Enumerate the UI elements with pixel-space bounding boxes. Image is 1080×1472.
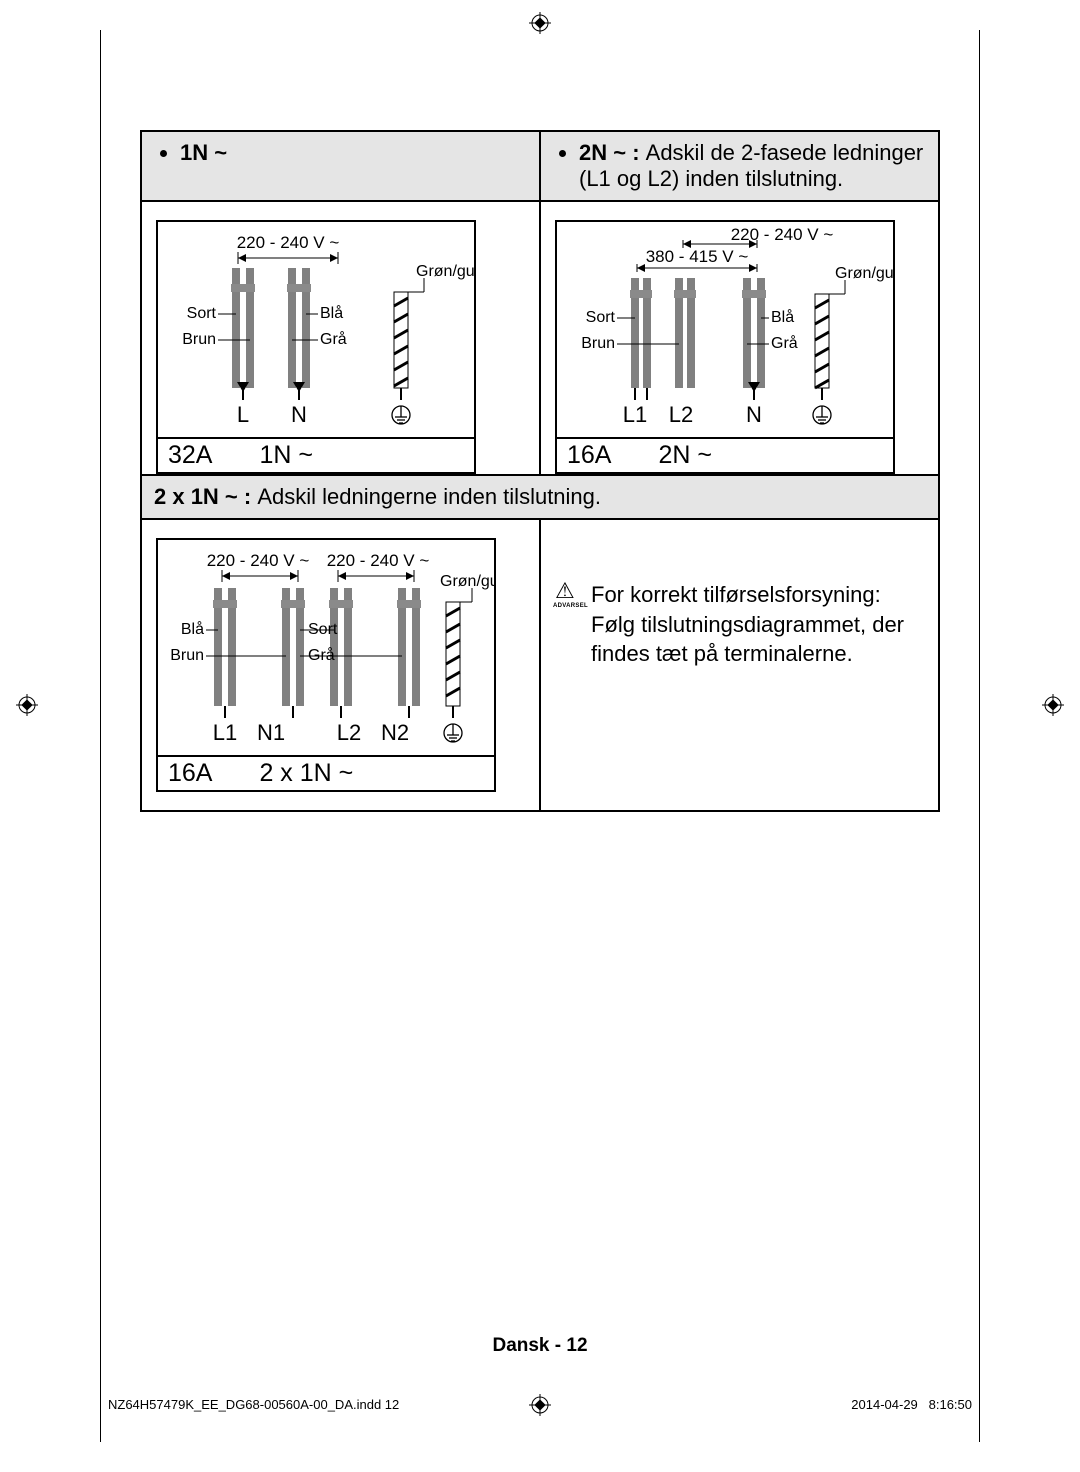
svg-text:N2: N2 xyxy=(381,720,409,745)
svg-text:Brun: Brun xyxy=(170,647,204,664)
svg-text:L1: L1 xyxy=(213,720,237,745)
diagram-3-box: 220 - 240 V ~ 220 - 240 V ~ xyxy=(156,538,496,792)
note-cell: ⚠ ADVARSEL For korrekt tilførselsforsyni… xyxy=(540,519,939,811)
svg-text:Blå: Blå xyxy=(181,620,204,638)
footer-page: 12 xyxy=(566,1335,587,1356)
footer-date: 2014-04-29 xyxy=(851,1397,918,1412)
svg-text:220 - 240 V ~: 220 - 240 V ~ xyxy=(731,225,834,244)
reg-mark-right xyxy=(1042,694,1064,716)
d1-phase: 1N ~ xyxy=(259,441,313,469)
d3-amp: 16A xyxy=(168,759,212,787)
footer-time: 8:16:50 xyxy=(929,1397,972,1412)
svg-text:Grøn/gul: Grøn/gul xyxy=(835,265,893,282)
footer-datetime: 2014-04-29 8:16:50 xyxy=(851,1397,972,1412)
svg-text:Sort: Sort xyxy=(586,309,616,326)
d3-phase: 2 x 1N ~ xyxy=(259,759,353,787)
note-text: For korrekt tilførselsforsyning: Følg ti… xyxy=(591,580,924,669)
d3-rating: 16A 2 x 1N ~ xyxy=(158,755,494,790)
header-cell-1n: 1N ~ xyxy=(141,131,540,201)
diagram-1-box: 220 - 240 V ~ xyxy=(156,220,476,474)
svg-text:220 - 240 V ~: 220 - 240 V ~ xyxy=(207,551,310,570)
svg-text:Blå: Blå xyxy=(771,308,794,326)
d2-phase: 2N ~ xyxy=(658,441,712,469)
d1-rating: 32A 1N ~ xyxy=(158,437,474,472)
footer-file: NZ64H57479K_EE_DG68-00560A-00_DA.indd 12 xyxy=(108,1397,399,1412)
wiring-table: 1N ~ 2N ~ : Adskil de 2-fasede ledninger… xyxy=(140,130,940,812)
svg-text:Grøn/gul: Grøn/gul xyxy=(440,573,494,590)
header-2n-prefix: 2N ~ : xyxy=(579,140,646,165)
content-area: 1N ~ 2N ~ : Adskil de 2-fasede ledninger… xyxy=(140,130,940,812)
svg-text:Grå: Grå xyxy=(771,334,798,352)
svg-text:Brun: Brun xyxy=(581,335,615,352)
warning-icon: ⚠ ADVARSEL xyxy=(555,580,585,602)
svg-text:Brun: Brun xyxy=(182,331,216,348)
svg-text:Sort: Sort xyxy=(187,305,217,322)
footer-lang: Dansk - xyxy=(492,1335,566,1356)
header-1n-text: 1N ~ xyxy=(180,140,227,165)
svg-text:Grøn/gul: Grøn/gul xyxy=(416,263,474,280)
reg-mark-left xyxy=(16,694,38,716)
svg-text:L1: L1 xyxy=(623,402,647,427)
svg-text:Grå: Grå xyxy=(308,646,335,664)
d1-voltage: 220 - 240 V ~ xyxy=(237,233,340,252)
svg-text:L2: L2 xyxy=(337,720,361,745)
svg-text:N1: N1 xyxy=(257,720,285,745)
mid-prefix: 2 x 1N ~ : xyxy=(154,484,257,509)
svg-text:Blå: Blå xyxy=(320,304,343,322)
diagram-2-box: 220 - 240 V ~ 380 - 415 V ~ xyxy=(555,220,895,474)
d2-rating: 16A 2N ~ xyxy=(557,437,893,472)
svg-text:N: N xyxy=(746,402,762,427)
warning-label: ADVARSEL xyxy=(553,602,588,610)
mid-header-cell: 2 x 1N ~ : Adskil ledningerne inden tils… xyxy=(141,475,939,519)
diagram-cell-3: 220 - 240 V ~ 220 - 240 V ~ xyxy=(141,519,540,811)
svg-text:L: L xyxy=(237,402,249,427)
svg-text:380 - 415 V ~: 380 - 415 V ~ xyxy=(646,247,749,266)
d1-amp: 32A xyxy=(168,441,212,469)
diagram-cell-2: 220 - 240 V ~ 380 - 415 V ~ xyxy=(540,201,939,475)
svg-text:L2: L2 xyxy=(669,402,693,427)
header-cell-2n: 2N ~ : Adskil de 2-fasede ledninger (L1 … xyxy=(540,131,939,201)
svg-text:Grå: Grå xyxy=(320,330,347,348)
svg-text:220 - 240 V ~: 220 - 240 V ~ xyxy=(327,551,430,570)
diagram-cell-1: 220 - 240 V ~ xyxy=(141,201,540,475)
mid-text: Adskil ledningerne inden tilslutning. xyxy=(257,484,601,509)
svg-text:N: N xyxy=(291,402,307,427)
d2-amp: 16A xyxy=(567,441,611,469)
footer-center: Dansk - 12 xyxy=(0,1335,1080,1357)
diagram-1-svg: 220 - 240 V ~ xyxy=(158,222,474,432)
diagram-3-svg: 220 - 240 V ~ 220 - 240 V ~ xyxy=(158,540,494,750)
diagram-2-svg: 220 - 240 V ~ 380 - 415 V ~ xyxy=(557,222,893,432)
